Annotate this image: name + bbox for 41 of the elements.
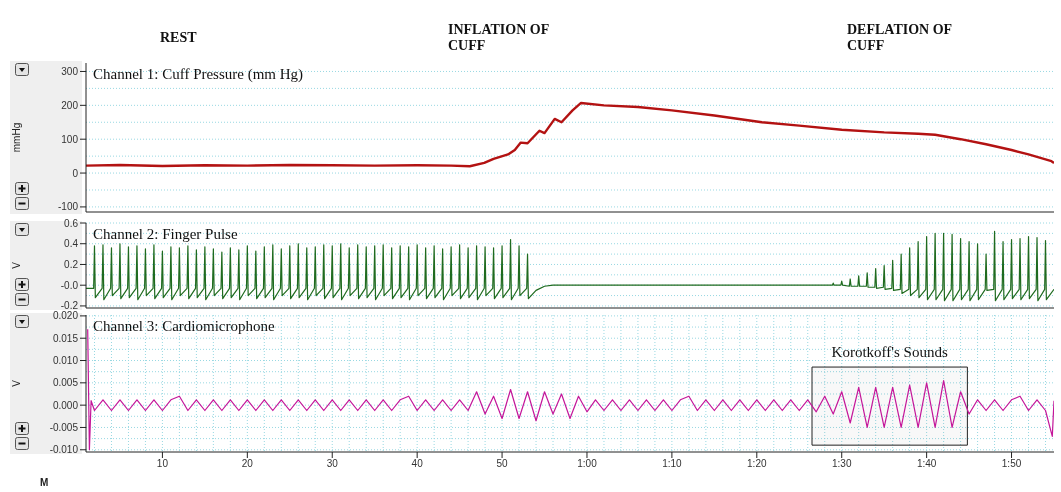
band-label: Korotkoff's Sounds xyxy=(831,344,948,361)
line-series xyxy=(86,230,1054,302)
y-tick-label: 200 xyxy=(61,99,79,111)
x-tick-label: 1:20 xyxy=(747,458,767,470)
y-tick-label: 0.000 xyxy=(52,399,79,411)
y-tick-label: 0.010 xyxy=(52,355,79,367)
y-tick-label: -0.0 xyxy=(60,279,79,291)
chart-title: Channel 1: Cuff Pressure (mm Hg) xyxy=(93,66,304,83)
x-tick-label: 1:10 xyxy=(662,458,683,470)
text: M xyxy=(40,477,49,488)
x-tick-label: 1:50 xyxy=(1001,458,1022,470)
y-axis-title: V xyxy=(10,261,22,269)
x-tick-label: 1:00 xyxy=(577,458,598,470)
y-tick-label: 0 xyxy=(72,167,79,179)
y-tick-label: 0.2 xyxy=(64,259,79,271)
y-axis-title: mmHg xyxy=(10,122,22,153)
x-tick-label: 50 xyxy=(496,458,509,470)
y-tick-label: 0.015 xyxy=(52,332,79,344)
text: REST xyxy=(160,30,198,46)
x-tick-label: 40 xyxy=(411,458,424,470)
y-tick-label: 0.005 xyxy=(52,377,79,389)
y-tick-label: -100 xyxy=(57,201,79,213)
line-series xyxy=(86,101,1054,168)
x-tick-label: 20 xyxy=(241,458,254,470)
y-tick-label: 0.020 xyxy=(52,310,79,322)
y-tick-label: -0.2 xyxy=(60,300,79,312)
y-axis-title: V xyxy=(10,379,22,387)
chart-title: Channel 2: Finger Pulse xyxy=(93,226,238,243)
y-tick-label: 100 xyxy=(61,133,79,145)
x-tick-label: 10 xyxy=(156,458,169,470)
y-tick-label: -0.005 xyxy=(49,422,79,434)
y-tick-label: 0.4 xyxy=(64,238,79,250)
y-tick-label: -0.010 xyxy=(49,444,79,456)
y-tick-label: 0.6 xyxy=(64,217,79,229)
text: DEFLATION OF CUFF xyxy=(847,22,953,54)
x-tick-label: 30 xyxy=(326,458,339,470)
text: INFLATION OF CUFF xyxy=(448,22,550,54)
y-tick-label: 300 xyxy=(61,66,79,78)
x-tick-label: 1:30 xyxy=(831,458,852,470)
x-tick-label: 1:40 xyxy=(916,458,937,470)
chart-title: Channel 3: Cardiomicrophone xyxy=(93,318,275,335)
